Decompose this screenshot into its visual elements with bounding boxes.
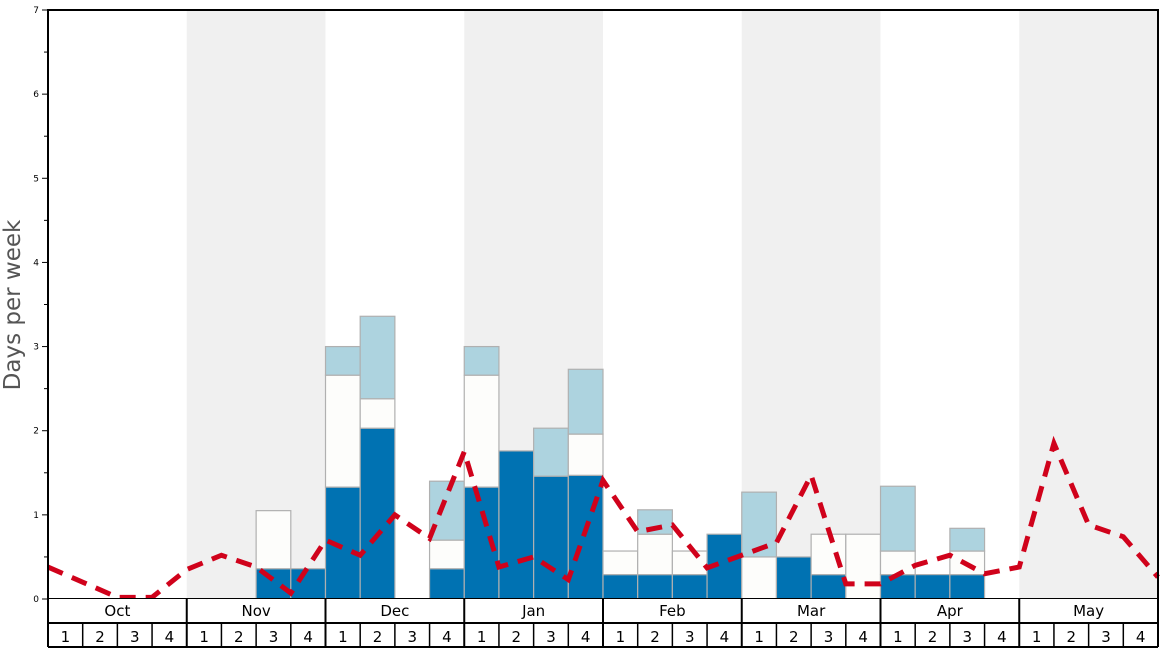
bar-segment-bottom [498, 450, 535, 600]
month-label: Nov [241, 602, 270, 620]
week-label: 3 [685, 628, 695, 646]
bar-segment-top [533, 427, 569, 477]
bar-segment-bottom [290, 568, 327, 600]
week-label: 4 [442, 628, 452, 646]
week-label: 2 [650, 628, 660, 646]
week-label: 1 [61, 628, 71, 646]
axes: 0 1 2 3 4 5 6 7 Oct 1 2 3 4 Nov 1 2 3 4 Dec 1 2 3 4 Jan 1 2 3 4 Feb 1… [33, 6, 1159, 648]
week-label: 4 [720, 628, 730, 646]
bar-segment-top [359, 315, 396, 400]
bar-segment-middle [255, 510, 292, 570]
week-label: 4 [997, 628, 1007, 646]
month-label: Mar [797, 602, 826, 620]
week-label: 2 [373, 628, 383, 646]
week-label: 3 [130, 628, 140, 646]
week-label: 3 [407, 628, 417, 646]
week-label: 3 [1101, 628, 1111, 646]
bar-segment-bottom [671, 573, 708, 600]
week-label: 3 [269, 628, 279, 646]
month-label: Dec [380, 602, 409, 620]
bar-segment-middle [810, 533, 847, 576]
week-label: 2 [1067, 628, 1077, 646]
bar-segment-middle [671, 550, 708, 576]
week-label: 1 [893, 628, 903, 646]
bar-segment-bottom [879, 573, 916, 600]
week-label: 3 [824, 628, 834, 646]
bar-segment-top [637, 509, 673, 535]
week-label: 4 [165, 628, 175, 646]
trend-line-path [46, 435, 1160, 600]
week-label: 1 [754, 628, 764, 646]
bar-segment-top [324, 345, 361, 376]
bar-segment-bottom [637, 573, 673, 600]
week-label: 1 [477, 628, 487, 646]
bar-segment-middle [428, 539, 465, 570]
bar-segment-top [949, 527, 986, 552]
y-axis-label: Days per week [0, 219, 26, 390]
bar-segment-middle [602, 550, 639, 576]
y-tick-label: 5 [33, 174, 39, 184]
month-label: Feb [659, 602, 686, 620]
week-label: 2 [95, 628, 105, 646]
bar-segment-middle [741, 556, 778, 600]
month-label: Oct [104, 602, 130, 620]
week-label: 3 [962, 628, 972, 646]
bar-segment-middle [567, 433, 604, 476]
week-label: 2 [789, 628, 799, 646]
y-tick-label: 2 [33, 427, 39, 437]
bar-segment-top [567, 368, 604, 435]
bars [255, 315, 986, 600]
week-label: 1 [1032, 628, 1042, 646]
bar-segment-bottom [602, 573, 639, 600]
bar-segment-bottom [810, 573, 847, 600]
bar-segment-middle [359, 398, 396, 429]
week-label: 4 [858, 628, 868, 646]
y-tick-label: 1 [33, 511, 39, 521]
month-label: Jan [521, 602, 545, 620]
week-label: 4 [303, 628, 313, 646]
month-band [1019, 10, 1158, 599]
month-bands [186, 10, 1158, 599]
bar-segment-bottom [428, 568, 465, 600]
bar-segment-bottom [775, 556, 812, 600]
y-tick-label: 0 [33, 595, 39, 605]
bar-segment-bottom [567, 474, 604, 600]
y-tick-label: 6 [33, 90, 39, 100]
week-label: 4 [1136, 628, 1146, 646]
y-tick-label: 3 [33, 343, 39, 353]
y-tick-label: 4 [33, 258, 39, 268]
week-label: 4 [581, 628, 591, 646]
bar-segment-bottom [533, 475, 569, 600]
bar-segment-middle [324, 374, 361, 488]
trend-line [46, 435, 1160, 600]
bar-segment-middle [845, 533, 882, 600]
y-tick-label: 7 [33, 6, 39, 16]
bar-segment-top [879, 485, 916, 552]
week-label: 2 [234, 628, 244, 646]
week-label: 1 [338, 628, 348, 646]
bar-segment-top [741, 491, 778, 558]
bar-segment-bottom [949, 573, 986, 600]
bar-segment-middle [879, 550, 916, 576]
bar-segment-top [463, 345, 500, 376]
week-label: 2 [928, 628, 938, 646]
week-label: 2 [512, 628, 522, 646]
month-label: May [1073, 602, 1104, 620]
week-label: 1 [199, 628, 209, 646]
month-band [186, 10, 326, 599]
bar-segment-bottom [359, 427, 396, 600]
bar-segment-middle [637, 533, 673, 576]
week-label: 1 [616, 628, 626, 646]
week-label: 3 [546, 628, 556, 646]
bar-segment-bottom [914, 573, 951, 600]
month-label: Apr [937, 602, 964, 620]
